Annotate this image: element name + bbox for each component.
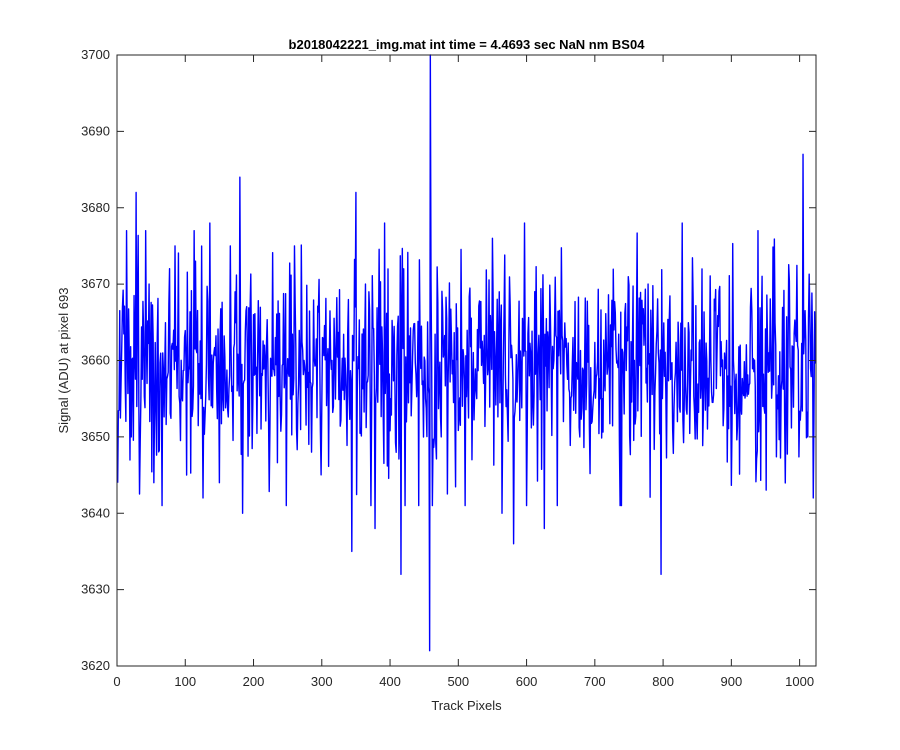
y-tick-label: 3660 xyxy=(81,353,110,368)
y-axis-label: Signal (ADU) at pixel 693 xyxy=(56,288,71,434)
y-tick-label: 3620 xyxy=(81,658,110,673)
chart-title: b2018042221_img.mat int time = 4.4693 se… xyxy=(289,37,646,52)
x-tick-label: 500 xyxy=(447,674,469,689)
x-axis-label: Track Pixels xyxy=(431,698,502,713)
x-tick-label: 900 xyxy=(721,674,743,689)
y-tick-label: 3700 xyxy=(81,47,110,62)
y-tick-label: 3640 xyxy=(81,505,110,520)
x-tick-label: 600 xyxy=(516,674,538,689)
data-trace-layer xyxy=(116,54,817,652)
x-tick-label: 100 xyxy=(174,674,196,689)
x-tick-label: 300 xyxy=(311,674,333,689)
y-tick-label: 3670 xyxy=(81,276,110,291)
y-tick-label: 3680 xyxy=(81,200,110,215)
y-tick-label: 3690 xyxy=(81,123,110,138)
y-tick-label: 3650 xyxy=(81,429,110,444)
x-tick-label: 800 xyxy=(652,674,674,689)
x-tick-label: 0 xyxy=(113,674,120,689)
y-axis-ticks: 3620 3630 3640 3650 3660 3670 3680 3690 3700 xyxy=(81,47,816,673)
x-axis-ticks: 0 100 200 300 400 500 600 700 800 900 1000 xyxy=(113,55,814,689)
y-tick-label: 3630 xyxy=(81,582,110,597)
x-tick-label: 400 xyxy=(379,674,401,689)
x-tick-label: 200 xyxy=(243,674,265,689)
signal-trace xyxy=(116,54,817,652)
x-tick-label: 700 xyxy=(584,674,606,689)
x-tick-label: 1000 xyxy=(785,674,814,689)
